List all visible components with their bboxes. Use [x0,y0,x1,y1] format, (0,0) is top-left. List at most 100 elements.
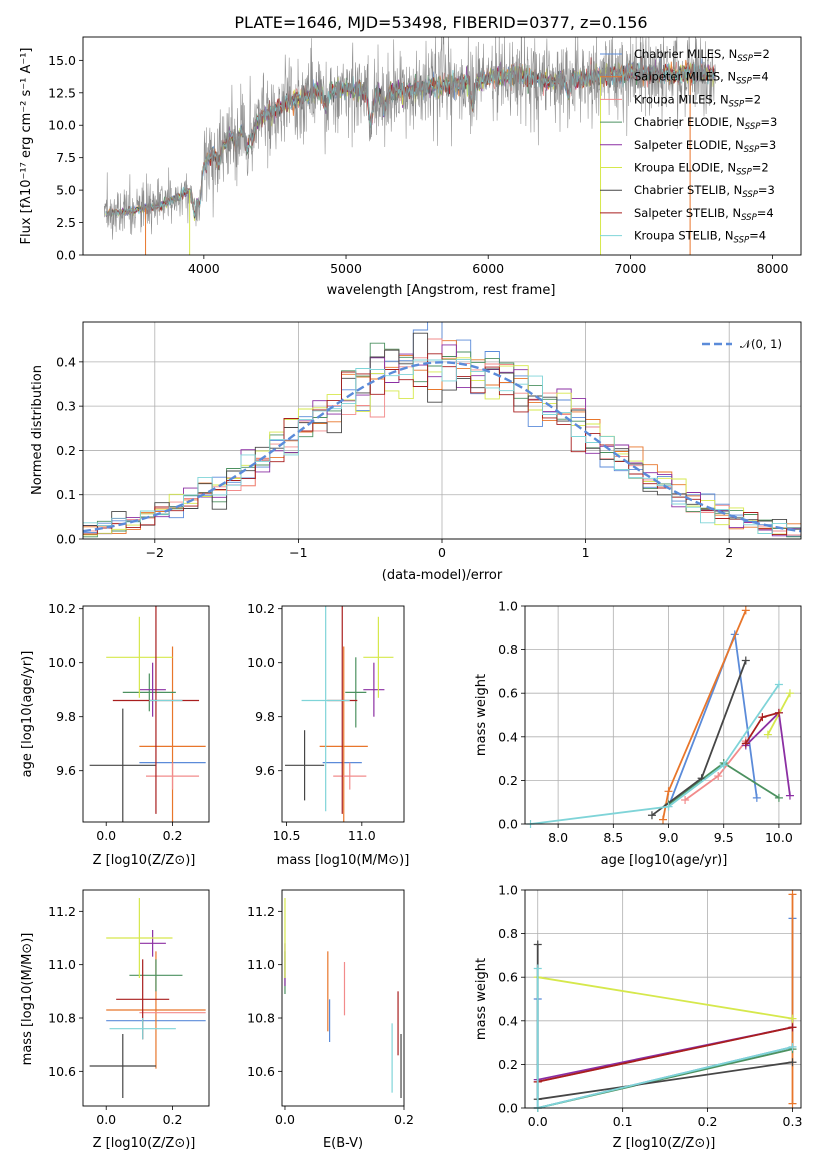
mwage-series-marker [752,793,761,802]
mwz-series-marker [788,1014,797,1023]
mwz-series-marker [788,1042,797,1051]
spectrum-ytick-label: 0.0 [56,248,76,263]
spectrum-legend-label: Kroupa ELODIE, NSSP=2 [634,161,769,178]
agem-ytick-label: 10.2 [247,601,275,616]
spectrum-ytick-label: 2.5 [56,215,76,230]
mebv-ytick-label: 11.2 [247,904,275,919]
residual-ytick-label: 0.3 [56,399,76,414]
mwage-xtick-label: 8.5 [603,830,623,845]
mwz-xtick-label: 0.3 [783,1114,803,1129]
residual-xtick-label: 1 [582,545,590,560]
age-vs-metallicity-panel: Z [log10(Z/Z⊙)] age [log10(age/yr)] 0.0 0… [20,601,210,868]
residual-ytick-label: 0.2 [56,443,76,458]
age-vs-mass-panel: mass [log10(M/M⊙)] 10.5 11.0 9.6 9.8 10.0 10.… [247,601,410,868]
mz-xtick-label: 0.2 [163,1112,183,1127]
residual-ytick-label: 0.1 [56,487,76,502]
residual-ytick-label: 0.0 [56,532,76,547]
mwage-series-marker [774,708,783,717]
residual-xtick-label: −2 [146,545,164,560]
mwage-series-marker [681,796,690,805]
mwage-frame [524,605,802,825]
mwage-series-marker [719,761,728,770]
mwage-series-marker [774,680,783,689]
residual-gaussian-curve [83,361,801,533]
agez-ytick-label: 10.0 [48,655,76,670]
mwz-xtick-label: 0.0 [528,1114,548,1129]
spectrum-ytick-label: 10.0 [48,118,76,133]
mwz-series-marker [533,964,542,973]
agez-ylabel: age [log10(age/yr)] [20,651,35,778]
mebv-ytick-label: 10.6 [247,1064,275,1079]
mwage-ytick-label: 0.6 [498,686,518,701]
mebv-frame [281,889,405,1107]
residual-histogram-panel: (data-model)/error Normed distribution −… [30,321,802,583]
mebv-ytick-label: 10.8 [247,1011,275,1026]
spectrum-xtick-label: 6000 [472,261,504,276]
mwage-xtick-label: 10.0 [765,830,793,845]
agez-frame [82,605,210,823]
residual-xtick-label: 2 [725,545,733,560]
spectrum-xtick-label: 8000 [757,261,789,276]
spectrum-xtick-label: 4000 [188,261,220,276]
mwz-ytick-label: 0.2 [498,1057,518,1072]
mwz-xtick-label: 0.2 [698,1114,718,1129]
spectrum-ytick-label: 12.5 [48,85,76,100]
mebv-xlabel: E(B-V) [323,1136,363,1151]
mwage-series-marker [741,739,750,748]
agem-xlabel: mass [log10(M/M⊙)] [277,853,410,868]
residual-xtick-label: 0 [438,545,446,560]
mass-weight-vs-metallicity-panel: Z [log10(Z/Z⊙)] mass weight 0.0 0.1 0.2 0.3… [474,883,802,1152]
mwage-xlabel: age [log10(age/yr)] [601,853,728,868]
mwage-series-line [530,683,780,824]
mwz-ytick-label: 0.8 [498,926,518,941]
mwz-series-marker [533,940,542,949]
spectrum-title: PLATE=1646, MJD=53498, FIBERID=0377, z=0… [234,13,647,32]
mwz-series-line [536,968,793,1108]
spectrum-legend-label: Salpeter ELODIE, NSSP=3 [634,138,776,155]
spectrum-xtick-label: 7000 [614,261,646,276]
spectrum-ytick-label: 7.5 [56,150,76,165]
mwage-series-marker [763,730,772,739]
agez-xlabel: Z [log10(Z/Z⊙)] [93,853,196,868]
mwage-series-marker [664,802,673,811]
mz-frame [82,889,210,1107]
mwz-series-line [537,976,793,1020]
mwz-ytick-label: 1.0 [498,883,518,898]
residual-legend-label: 𝒩(0, 1) [740,337,782,351]
residual-ylabel: Normed distribution [30,365,45,495]
residual-xlabel: (data-model)/error [382,568,503,583]
mz-xlabel: Z [log10(Z/Z⊙)] [93,1136,196,1151]
spectrum-xtick-label: 5000 [330,261,362,276]
spectrum-panel: PLATE=1646, MJD=53498, FIBERID=0377, z=0… [19,13,802,298]
spectrum-frame [82,36,802,256]
spectrum-legend-label: Salpeter STELIB, NSSP=4 [634,206,774,223]
residual-frame [82,321,802,540]
residual-histogram-series [83,359,801,534]
mwz-series-marker [788,1099,797,1108]
mass-weight-vs-age-panel: age [log10(age/yr)] mass weight 8.0 8.5 9.… [474,599,802,868]
mwage-ytick-label: 0.2 [498,773,518,788]
mwz-series-marker [788,1058,797,1067]
mwage-xtick-label: 9.5 [714,830,734,845]
mwage-xtick-label: 8.0 [548,830,568,845]
mwz-frame [524,889,802,1109]
agem-ytick-label: 10.0 [247,655,275,670]
mebv-ytick-label: 11.0 [247,957,275,972]
agez-xtick-label: 0.2 [163,828,183,843]
residual-ytick-label: 0.4 [56,354,76,369]
spectrum-legend-label: Chabrier ELODIE, NSSP=3 [634,115,777,132]
spectrum-ytick-label: 5.0 [56,183,76,198]
agem-xtick-label: 11.0 [348,828,376,843]
mwage-series-marker [664,787,673,796]
mwage-series-marker [785,689,794,698]
mwz-xlabel: Z [log10(Z/Z⊙)] [613,1136,716,1151]
mwage-ytick-label: 0.0 [498,817,518,832]
mwage-ylabel: mass weight [474,674,489,756]
mz-ytick-label: 11.0 [48,957,76,972]
mwage-ytick-label: 1.0 [498,599,518,614]
mwz-ylabel: mass weight [474,958,489,1040]
agez-ytick-label: 10.2 [48,601,76,616]
mass-vs-metallicity-panel: Z [log10(Z/Z⊙)] mass [log10(M/M⊙)] 0.0 0.… [20,889,210,1151]
mz-xtick-label: 0.0 [96,1112,116,1127]
